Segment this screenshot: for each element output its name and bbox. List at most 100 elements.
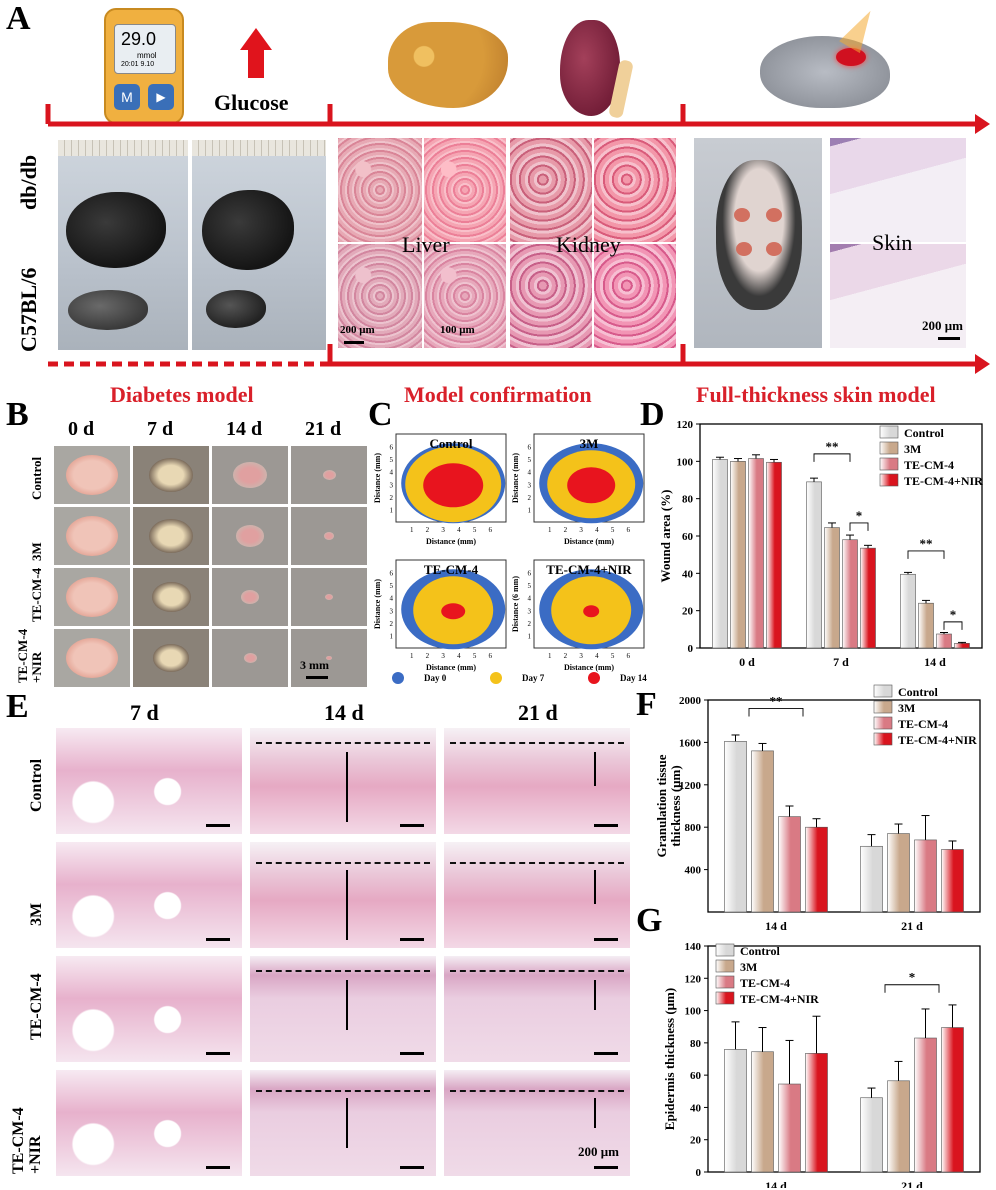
c-x-tick: 5 [611, 652, 615, 660]
c-legend-label: Day 14 [620, 673, 647, 683]
b-row-label: 3M [29, 542, 44, 561]
title-model-confirmation: Model confirmation [404, 382, 592, 407]
mouse-photo-left [58, 140, 188, 350]
b-wound-photo [54, 568, 130, 626]
skin-histology-c57 [830, 244, 966, 348]
b-wound-photo [212, 629, 288, 687]
b-wound-photo [212, 568, 288, 626]
liver-scale-100: 100 μm [440, 324, 475, 336]
c-y-label: Distance (6 mm) [511, 576, 520, 632]
e-epidermis-line [256, 1090, 430, 1092]
significance-bracket [943, 621, 963, 630]
c-y-tick: 2 [528, 494, 532, 502]
bar [778, 1083, 801, 1173]
c-plot-title: 3M [580, 436, 599, 451]
c-x-label: Distance (mm) [564, 537, 614, 546]
x-tick-label: 0 d [739, 655, 755, 669]
e-row-label: TE-CM-4 +NIR [10, 1107, 44, 1174]
c-x-tick: 4 [457, 652, 461, 660]
bar [724, 741, 747, 913]
y-tick-label: 60 [690, 1070, 702, 1082]
e-scalebar [400, 824, 424, 827]
b-wound-photo [291, 446, 367, 504]
c-x-tick: 2 [426, 652, 430, 660]
c-x-label: Distance (mm) [426, 663, 476, 672]
c-y-tick: 2 [390, 620, 394, 628]
bar [918, 602, 934, 649]
c-area-day14 [441, 603, 466, 620]
strain-db-label: db/db [16, 154, 41, 210]
wound-spot-icon [836, 48, 866, 66]
c-contour-plot: Control Distance (mm) Distance (mm) 1 1 2 2 3 3 4… [373, 433, 507, 546]
bar [900, 573, 916, 649]
c-y-tick: 6 [390, 444, 394, 452]
e-day-label: 14 d [324, 700, 364, 725]
panel-letter-d: D [640, 396, 665, 433]
c-x-tick: 2 [426, 526, 430, 534]
panel-letter-a: A [6, 0, 31, 37]
c-x-tick: 1 [548, 526, 552, 534]
y-axis-label-line: Granulation tissue [654, 754, 669, 857]
e-he-image [444, 842, 630, 948]
c-y-label: Distance (mm) [373, 453, 382, 503]
legend-label: 3M [740, 960, 757, 974]
y-tick-label: 40 [682, 568, 694, 580]
c-x-tick: 6 [627, 526, 631, 534]
e-scalebar [400, 938, 424, 941]
e-he-image [56, 956, 242, 1062]
c-plot-title: TE-CM-4 [424, 562, 479, 577]
legend-swatch [873, 716, 893, 730]
b-wound-photo [54, 446, 130, 504]
kidney-label: Kidney [556, 232, 621, 257]
e-scalebar [594, 1166, 618, 1169]
c-y-label: Distance (mm) [511, 453, 520, 503]
significance-bracket [813, 453, 851, 462]
legend-label: TE-CM-4 [904, 458, 954, 472]
c-x-tick: 5 [473, 652, 477, 660]
b-wound-spot [66, 638, 118, 678]
title-full-thickness: Full-thickness skin model [696, 382, 936, 407]
e-he-image [250, 728, 436, 834]
c-y-tick: 4 [390, 595, 394, 603]
bar [842, 539, 858, 649]
panel-letter-e: E [6, 688, 29, 725]
x-tick-label: 21 d [901, 919, 923, 933]
b-wound-photo [291, 507, 367, 565]
c-x-tick: 5 [611, 526, 615, 534]
bar [887, 1080, 910, 1173]
axis-frame [707, 699, 981, 913]
e-scalebar [594, 1052, 618, 1055]
b-row-label: TE-CM-4 [29, 567, 44, 622]
legend-label: TE-CM-4+NIR [904, 474, 983, 488]
c-y-tick: 4 [390, 469, 394, 477]
glucose-meter-icon: 29.0 mmol 20:01 9.10 M ▶ [104, 8, 184, 124]
c-contour-plot: TE-CM-4+NIR Distance (mm) Distance (6 mm) 1… [511, 559, 645, 672]
bar [887, 833, 910, 913]
e-epidermis-line [450, 742, 624, 744]
c-y-tick: 5 [528, 456, 532, 464]
bar [751, 750, 774, 913]
legend-swatch [873, 700, 893, 714]
c-y-tick: 1 [528, 506, 532, 514]
panel-c-contour-plots: Control Distance (mm) Distance (mm) 1 1 2 2 3 3 4… [373, 433, 647, 684]
c-contour-plot: 3M Distance (mm) Distance (mm) 1 1 2 2 3 3 4 4 5 5 6 6 [511, 433, 645, 546]
e-thickness-arrow [346, 870, 348, 940]
liver-histology-db-zoom [424, 138, 506, 242]
chart-d-wound-area: 0 20 40 60 80 100 120 Wound area (%) 0 d 7 d 14 d C… [658, 419, 983, 669]
bar [724, 1049, 747, 1173]
y-axis-label: Epidermis thickness (μm) [662, 988, 677, 1130]
c-y-tick: 6 [390, 570, 394, 578]
bar [730, 461, 746, 649]
liver-icon [388, 22, 508, 108]
c-contour-plot: TE-CM-4 Distance (mm) Distance (mm) 1 1 2 2 3 3 4… [373, 559, 507, 672]
e-scalebar [206, 1166, 230, 1169]
bar [778, 816, 801, 913]
c-x-tick: 6 [489, 652, 493, 660]
kidney-histology-db-zoom [594, 138, 676, 242]
c-y-tick: 4 [528, 595, 532, 603]
bar [824, 527, 840, 649]
y-tick-label: 400 [685, 865, 702, 877]
legend-swatch [715, 943, 735, 957]
y-tick-label: 100 [677, 456, 694, 468]
e-he-image [444, 956, 630, 1062]
